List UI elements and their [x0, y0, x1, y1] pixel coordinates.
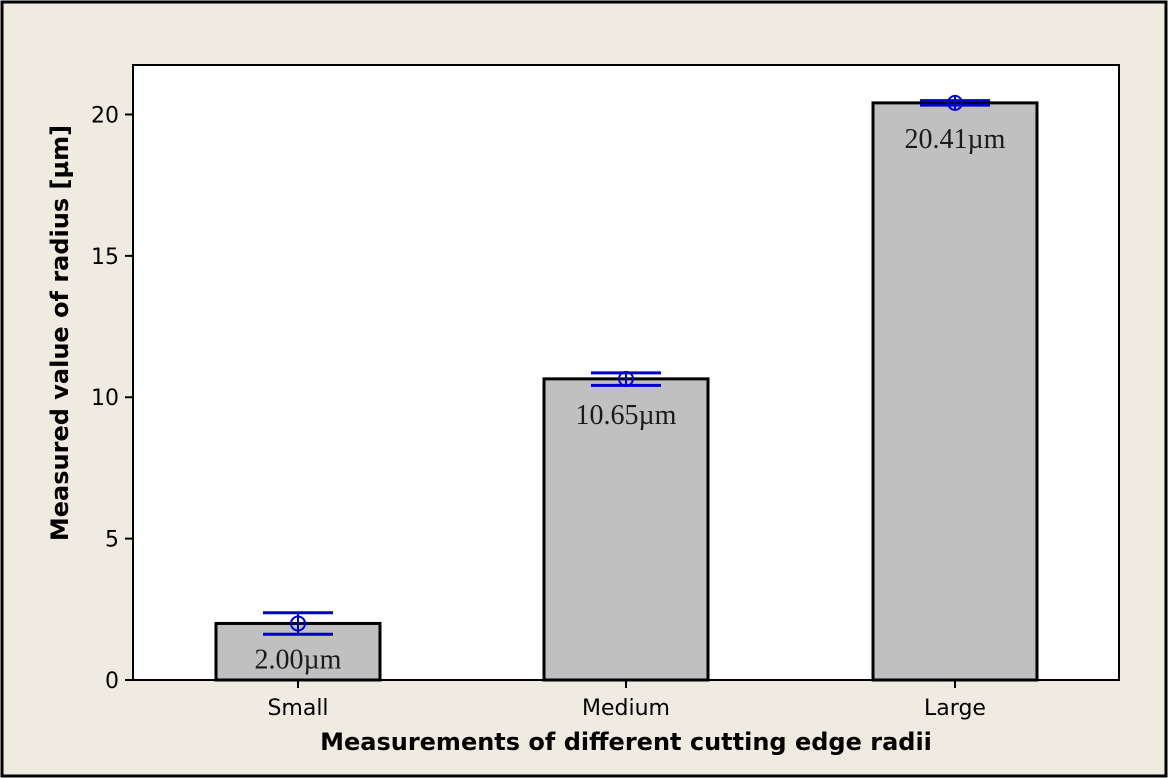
x-tick-label-large: Large	[924, 696, 986, 721]
x-axis: Small Medium Large	[267, 680, 986, 721]
x-axis-title: Measurements of different cutting edge r…	[320, 728, 932, 756]
data-label-small: 2.00µm	[255, 644, 342, 675]
bar-medium	[542, 377, 710, 682]
y-axis-title: Measured value of radius [µm]	[46, 125, 74, 541]
bar-large	[871, 101, 1039, 682]
error-bar-small	[263, 611, 333, 636]
data-label-large: 20.41µm	[905, 124, 1006, 155]
data-label-medium: 10.65µm	[576, 400, 677, 431]
error-bar-large	[920, 94, 990, 111]
error-bar-medium	[591, 370, 661, 387]
error-bars-layer	[263, 94, 990, 636]
data-labels-layer: 2.00µm 10.65µm 20.41µm	[255, 124, 1006, 676]
y-tick-label: 5	[105, 528, 119, 553]
y-axis: 0 5 10 15 20	[91, 103, 133, 694]
x-tick-label-medium: Medium	[582, 696, 670, 721]
y-tick-label: 15	[91, 245, 119, 270]
x-tick-label-small: Small	[267, 696, 328, 721]
y-tick-label: 0	[105, 669, 119, 694]
y-tick-label: 20	[91, 103, 119, 128]
y-tick-label: 10	[91, 386, 119, 411]
